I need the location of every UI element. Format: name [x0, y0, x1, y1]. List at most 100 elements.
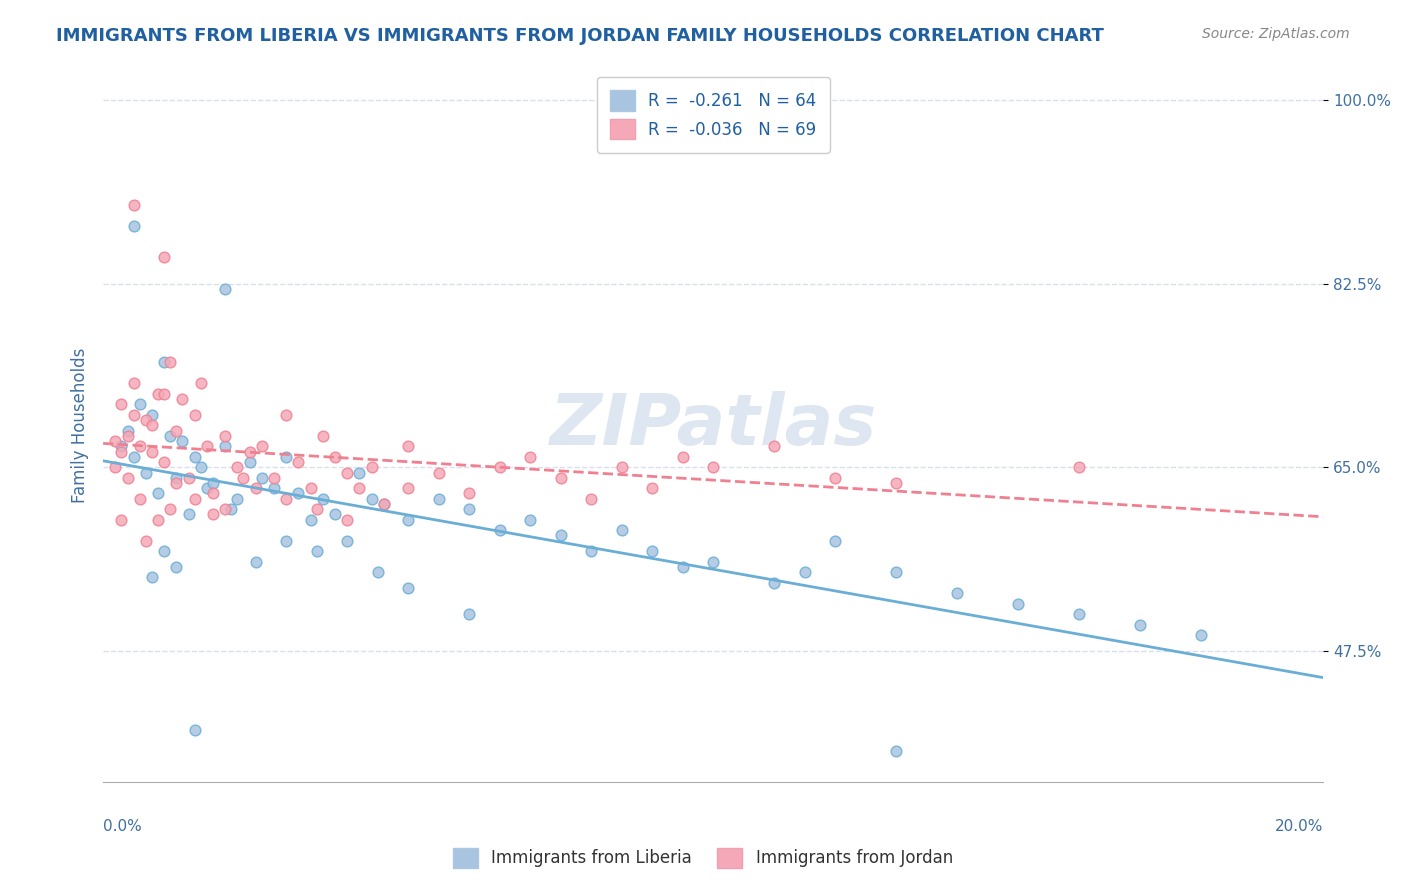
Point [323, 450, 346, 464]
Point [104, 460, 127, 475]
Text: 20.0%: 20.0% [1275, 819, 1323, 834]
Point [201, 475, 224, 490]
Point [263, 471, 285, 485]
Point [367, 565, 389, 579]
Point [824, 471, 846, 485]
Point [488, 523, 510, 537]
Point [763, 575, 786, 590]
Point [349, 466, 371, 480]
Point [238, 455, 260, 469]
Point [305, 502, 328, 516]
Point [135, 533, 157, 548]
Point [195, 439, 218, 453]
Point [177, 471, 200, 485]
Point [172, 392, 194, 406]
Point [122, 376, 145, 391]
Point [201, 486, 224, 500]
Point [579, 491, 602, 506]
Point [550, 528, 572, 542]
Point [183, 450, 205, 464]
Point [702, 555, 724, 569]
Point [110, 397, 132, 411]
Point [128, 439, 150, 453]
Point [214, 429, 236, 443]
Point [641, 481, 664, 495]
Point [458, 607, 481, 622]
Point [190, 376, 212, 391]
Point [141, 418, 163, 433]
Point [519, 513, 541, 527]
Point [276, 450, 298, 464]
Point [195, 481, 218, 495]
Point [396, 439, 419, 453]
Point [610, 523, 633, 537]
Point [458, 502, 481, 516]
Point [153, 386, 176, 401]
Point [641, 544, 664, 558]
Point [312, 429, 335, 443]
Point [183, 408, 205, 422]
Text: IMMIGRANTS FROM LIBERIA VS IMMIGRANTS FROM JORDAN FAMILY HOUSEHOLDS CORRELATION : IMMIGRANTS FROM LIBERIA VS IMMIGRANTS FR… [56, 27, 1104, 45]
Point [305, 544, 328, 558]
Point [159, 502, 181, 516]
Legend: R =  -0.261   N = 64, R =  -0.036   N = 69: R = -0.261 N = 64, R = -0.036 N = 69 [596, 77, 830, 153]
Point [165, 471, 187, 485]
Point [146, 486, 169, 500]
Point [672, 560, 695, 574]
Point [396, 581, 419, 595]
Point [153, 251, 176, 265]
Point [250, 471, 273, 485]
Point [122, 219, 145, 233]
Point [141, 570, 163, 584]
Point [110, 439, 132, 453]
Point [763, 439, 786, 453]
Point [360, 460, 382, 475]
Y-axis label: Family Households: Family Households [72, 348, 89, 503]
Point [122, 450, 145, 464]
Point [214, 502, 236, 516]
Point [110, 513, 132, 527]
Point [135, 466, 157, 480]
Point [336, 466, 359, 480]
Point [117, 429, 139, 443]
Point [1069, 607, 1091, 622]
Point [793, 565, 815, 579]
Point [135, 413, 157, 427]
Point [245, 481, 267, 495]
Point [276, 408, 298, 422]
Point [323, 508, 346, 522]
Point [427, 466, 450, 480]
Text: ZIPatlas: ZIPatlas [550, 391, 877, 459]
Point [276, 533, 298, 548]
Point [550, 471, 572, 485]
Point [519, 450, 541, 464]
Point [153, 544, 176, 558]
Point [165, 424, 187, 438]
Point [177, 508, 200, 522]
Point [146, 513, 169, 527]
Point [165, 560, 187, 574]
Text: Source: ZipAtlas.com: Source: ZipAtlas.com [1202, 27, 1350, 41]
Point [226, 491, 249, 506]
Point [427, 491, 450, 506]
Point [141, 444, 163, 458]
Point [488, 460, 510, 475]
Point [396, 481, 419, 495]
Point [824, 533, 846, 548]
Point [159, 355, 181, 369]
Point [146, 386, 169, 401]
Point [238, 444, 260, 458]
Point [110, 444, 132, 458]
Point [287, 486, 309, 500]
Point [214, 282, 236, 296]
Point [373, 497, 395, 511]
Point [336, 513, 359, 527]
Point [190, 460, 212, 475]
Point [884, 743, 907, 757]
Point [128, 397, 150, 411]
Point [884, 565, 907, 579]
Point [122, 198, 145, 212]
Point [183, 491, 205, 506]
Point [946, 586, 969, 600]
Point [232, 471, 254, 485]
